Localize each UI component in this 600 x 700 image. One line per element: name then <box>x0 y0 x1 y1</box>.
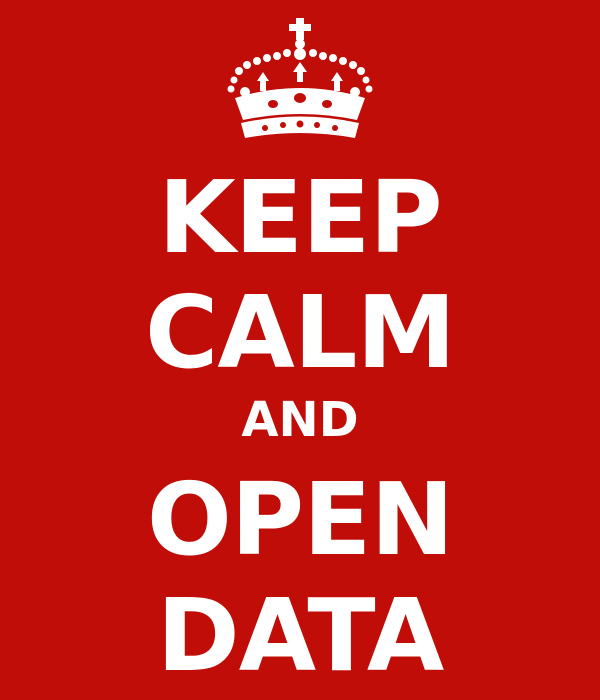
headline-and: AND <box>241 392 359 448</box>
crown-icon <box>227 18 373 138</box>
headline-calm: CALM <box>144 274 456 391</box>
headline-open: OPEN <box>146 461 454 578</box>
headline-keep: KEEP <box>158 159 442 276</box>
headline-data: DATA <box>156 577 444 694</box>
